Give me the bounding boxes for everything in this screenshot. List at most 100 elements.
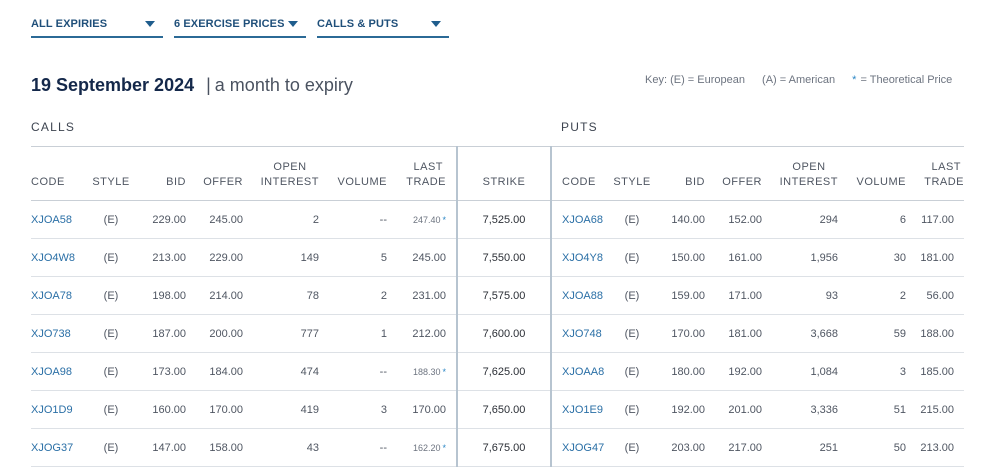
call-code-link[interactable]: XJOG37: [31, 441, 74, 454]
put-volume: 30: [893, 251, 906, 264]
options-table: CODE STYLE BID OFFER OPEN INTEREST VOLUME…: [31, 146, 964, 467]
put-bid: 159.00: [671, 289, 705, 302]
put-offer: 181.00: [728, 327, 762, 340]
put-open-interest: 3,668: [810, 327, 838, 340]
exercise-prices-filter-dropdown[interactable]: 6 EXERCISE PRICES: [174, 12, 306, 38]
put-code-link[interactable]: XJOA68: [562, 213, 603, 226]
put-style: (E): [624, 213, 640, 226]
call-open-interest: 474: [300, 365, 319, 378]
call-bid: 187.00: [152, 327, 186, 340]
col-call-bid: BID: [166, 176, 186, 188]
expiry-filter-dropdown[interactable]: ALL EXPIRIES: [31, 12, 163, 38]
put-style: (E): [624, 289, 640, 302]
strike-price: 7,675.00: [457, 428, 552, 467]
put-offer: 201.00: [728, 403, 762, 416]
col-call-code: CODE: [31, 176, 65, 188]
put-style: (E): [624, 441, 640, 454]
table-row: XJO4W8 (E) 213.00 229.00 149 5 245.00 7,550.00 X…: [31, 238, 964, 277]
call-open-interest: 2: [312, 213, 319, 226]
put-offer: 171.00: [728, 289, 762, 302]
call-volume: --: [379, 441, 387, 454]
put-last-trade: 185.00: [920, 365, 954, 378]
strike-price: 7,575.00: [457, 276, 552, 315]
filter-bar: ALL EXPIRIES 6 EXERCISE PRICES CALLS & P…: [31, 12, 449, 38]
call-last-trade: 170.00: [387, 390, 458, 429]
put-bid: 180.00: [671, 365, 705, 378]
call-code-link[interactable]: XJO1D9: [31, 403, 73, 416]
call-code-link[interactable]: XJOA58: [31, 213, 72, 226]
col-put-oi-line1: OPEN: [792, 161, 826, 173]
put-open-interest: 93: [825, 289, 838, 302]
call-volume: --: [379, 213, 387, 226]
put-last-trade: 56.00: [926, 289, 954, 302]
call-offer: 200.00: [209, 327, 243, 340]
table-row: XJO738 (E) 187.00 200.00 777 1 212.00 7,600.00 X…: [31, 314, 964, 353]
table-row: XJOA98 (E) 173.00 184.00 474 -- 188.30 * 7,625.0…: [31, 352, 964, 391]
col-call-style: STYLE: [92, 176, 130, 188]
put-volume: 6: [899, 213, 906, 226]
put-offer: 192.00: [728, 365, 762, 378]
col-put-code: CODE: [562, 176, 596, 188]
strike-price: 7,550.00: [457, 238, 552, 277]
put-code-link[interactable]: XJOAA8: [562, 365, 605, 378]
call-offer: 158.00: [209, 441, 243, 454]
col-put-last-line2: TRADE: [924, 176, 964, 188]
put-code-link[interactable]: XJOA88: [562, 289, 603, 302]
theoretical-price-marker: *: [442, 214, 446, 225]
caret-down-icon: [431, 21, 441, 27]
col-put-style: STYLE: [613, 176, 651, 188]
col-put-oi-line2: INTEREST: [779, 176, 838, 188]
put-bid: 150.00: [671, 251, 705, 264]
theoretical-price-marker: *: [442, 442, 446, 453]
calls-section-title: CALLS: [31, 120, 76, 134]
col-call-volume: VOLUME: [337, 176, 387, 188]
call-code-link[interactable]: XJO4W8: [31, 251, 76, 264]
put-volume: 51: [893, 403, 906, 416]
strike-price: 7,525.00: [457, 200, 552, 239]
put-code-link[interactable]: XJO1E9: [562, 403, 603, 416]
key-theoretical: = Theoretical Price: [860, 74, 953, 86]
call-offer: 245.00: [209, 213, 243, 226]
call-bid: 229.00: [152, 213, 186, 226]
style-key: Key: (E) = European (A) = American * = Th…: [645, 74, 952, 86]
put-code-link[interactable]: XJOG47: [562, 441, 605, 454]
call-volume: 5: [380, 251, 387, 264]
put-code-link[interactable]: XJO748: [562, 327, 602, 340]
strike-price: 7,600.00: [457, 314, 552, 353]
call-code-link[interactable]: XJOA78: [31, 289, 72, 302]
col-call-offer: OFFER: [203, 176, 243, 188]
call-offer: 229.00: [209, 251, 243, 264]
put-volume: 2: [899, 289, 906, 302]
call-last-trade-value: 162.20: [412, 442, 441, 453]
calls-puts-filter-dropdown[interactable]: CALLS & PUTS: [317, 12, 449, 38]
call-offer: 214.00: [209, 289, 243, 302]
col-call-last-trade: LAST TRADE: [387, 146, 458, 201]
put-bid: 192.00: [671, 403, 705, 416]
call-style: (E): [103, 365, 119, 378]
call-open-interest: 149: [300, 251, 319, 264]
strike-price: 7,625.00: [457, 352, 552, 391]
call-code-link[interactable]: XJO738: [31, 327, 71, 340]
call-style: (E): [103, 289, 119, 302]
call-style: (E): [103, 251, 119, 264]
put-volume: 50: [893, 441, 906, 454]
col-put-last-line1: LAST: [931, 161, 961, 173]
exercise-prices-filter-label: 6 EXERCISE PRICES: [174, 18, 285, 30]
col-strike: STRIKE: [457, 146, 552, 201]
call-bid: 198.00: [152, 289, 186, 302]
put-code-link[interactable]: XJO4Y8: [562, 251, 603, 264]
put-style: (E): [624, 403, 640, 416]
put-open-interest: 1,084: [810, 365, 838, 378]
call-volume: 1: [380, 327, 387, 340]
call-last-trade-value: 247.40: [412, 214, 441, 225]
put-open-interest: 3,336: [810, 403, 838, 416]
put-style: (E): [624, 251, 640, 264]
call-volume: 2: [380, 289, 387, 302]
col-put-volume: VOLUME: [856, 176, 906, 188]
put-bid: 203.00: [671, 441, 705, 454]
col-call-last-line1: LAST: [413, 161, 443, 173]
col-put-offer: OFFER: [722, 176, 762, 188]
call-bid: 213.00: [152, 251, 186, 264]
call-code-link[interactable]: XJOA98: [31, 365, 72, 378]
put-last-trade: 215.00: [920, 403, 954, 416]
